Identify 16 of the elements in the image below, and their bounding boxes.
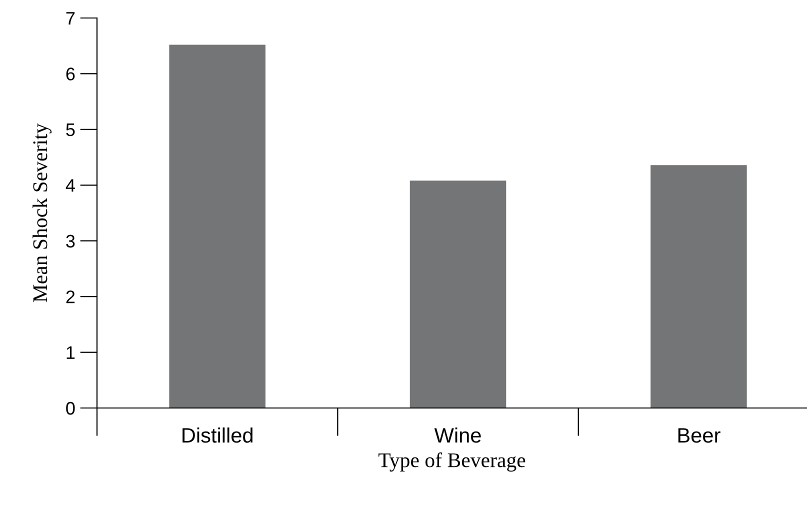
x-axis-title: Type of Beverage [378,452,526,472]
y-tick-label: 7 [66,12,75,25]
y-axis-title: Mean Shock Severity [32,123,52,302]
x-tick-label: Wine [434,427,481,443]
x-tick-label: Beer [678,428,720,443]
y-tick-label: 6 [66,68,75,80]
bar [169,44,266,408]
y-tick-label: 5 [66,124,75,136]
bar [410,180,506,408]
y-tick-label: 1 [66,346,75,359]
bar [650,165,747,408]
y-tick-label: 2 [66,290,75,304]
x-tick-label: Distilled [182,427,252,443]
y-tick-label: 0 [66,402,75,415]
y-tick-label: 4 [66,179,75,192]
y-tick-label: 3 [66,234,75,248]
